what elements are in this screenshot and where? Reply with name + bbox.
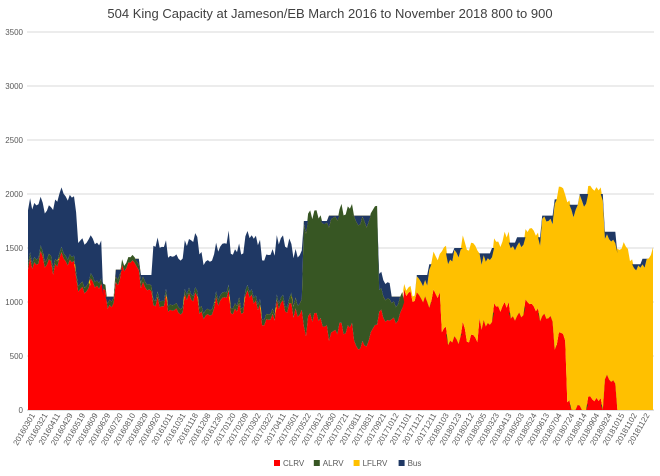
y-tick-label: 500 <box>10 352 24 361</box>
y-tick-label: 0 <box>19 406 24 415</box>
y-tick-label: 2000 <box>5 190 23 199</box>
legend-swatch-lflrv <box>353 460 360 466</box>
legend: CLRV ALRV LFLRV Bus <box>274 459 421 468</box>
y-tick-label: 3500 <box>5 28 23 37</box>
legend-swatch-bus <box>398 460 405 466</box>
legend-label-bus: Bus <box>408 459 422 468</box>
y-tick-label: 1000 <box>5 298 23 307</box>
area-series-lflrv <box>28 185 653 410</box>
y-tick-label: 3000 <box>5 82 23 91</box>
legend-label-alrv: ALRV <box>323 459 344 468</box>
legend-swatch-alrv <box>313 460 320 466</box>
chart-title: 504 King Capacity at Jameson/EB March 20… <box>107 6 552 21</box>
y-axis: 0 500 1000 1500 2000 2500 3000 3500 <box>5 28 23 415</box>
y-tick-label: 1500 <box>5 244 23 253</box>
legend-label-clrv: CLRV <box>283 459 305 468</box>
area-series-alrv <box>28 203 653 410</box>
x-axis: 2016030120160321201604112016042920160519… <box>11 411 651 447</box>
area-series-clrv <box>28 250 653 410</box>
legend-swatch-clrv <box>274 460 280 466</box>
area-series-bus <box>28 187 653 320</box>
y-tick-label: 2500 <box>5 136 23 145</box>
legend-label-lflrv: LFLRV <box>363 459 388 468</box>
series-areas <box>28 185 653 410</box>
